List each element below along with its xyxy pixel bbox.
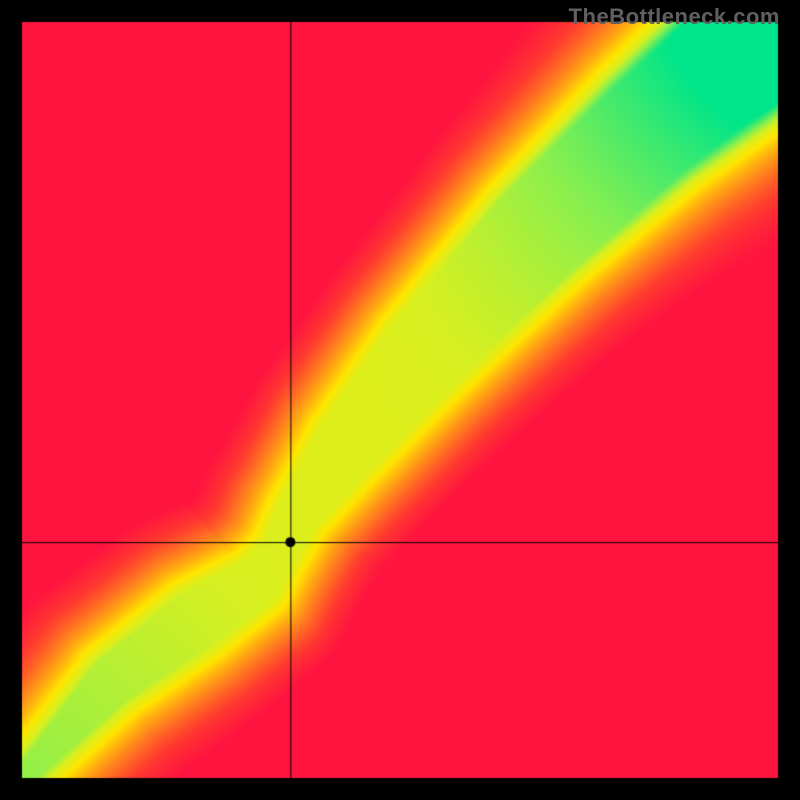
bottleneck-heatmap xyxy=(0,0,800,800)
chart-container: { "watermark": "TheBottleneck.com", "cha… xyxy=(0,0,800,800)
watermark-text: TheBottleneck.com xyxy=(569,4,780,30)
